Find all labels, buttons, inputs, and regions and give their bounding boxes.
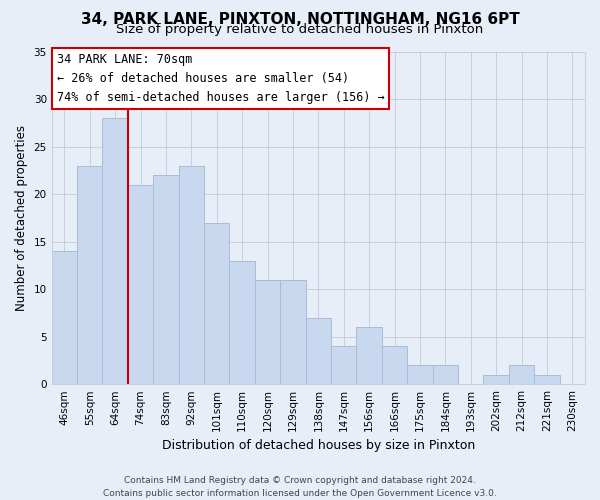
Bar — [52, 251, 77, 384]
Bar — [331, 346, 356, 384]
X-axis label: Distribution of detached houses by size in Pinxton: Distribution of detached houses by size … — [162, 440, 475, 452]
Bar — [356, 327, 382, 384]
Bar — [103, 118, 128, 384]
Bar — [229, 260, 255, 384]
Bar — [204, 222, 229, 384]
Bar — [128, 184, 153, 384]
Bar — [484, 374, 509, 384]
Bar — [382, 346, 407, 384]
Text: Size of property relative to detached houses in Pinxton: Size of property relative to detached ho… — [116, 22, 484, 36]
Bar — [407, 365, 433, 384]
Bar — [179, 166, 204, 384]
Text: Contains HM Land Registry data © Crown copyright and database right 2024.
Contai: Contains HM Land Registry data © Crown c… — [103, 476, 497, 498]
Bar — [305, 318, 331, 384]
Text: 34 PARK LANE: 70sqm
← 26% of detached houses are smaller (54)
74% of semi-detach: 34 PARK LANE: 70sqm ← 26% of detached ho… — [57, 53, 385, 104]
Bar — [433, 365, 458, 384]
Bar — [534, 374, 560, 384]
Bar — [77, 166, 103, 384]
Text: 34, PARK LANE, PINXTON, NOTTINGHAM, NG16 6PT: 34, PARK LANE, PINXTON, NOTTINGHAM, NG16… — [80, 12, 520, 28]
Y-axis label: Number of detached properties: Number of detached properties — [15, 125, 28, 311]
Bar — [509, 365, 534, 384]
Bar — [153, 175, 179, 384]
Bar — [280, 280, 305, 384]
Bar — [255, 280, 280, 384]
